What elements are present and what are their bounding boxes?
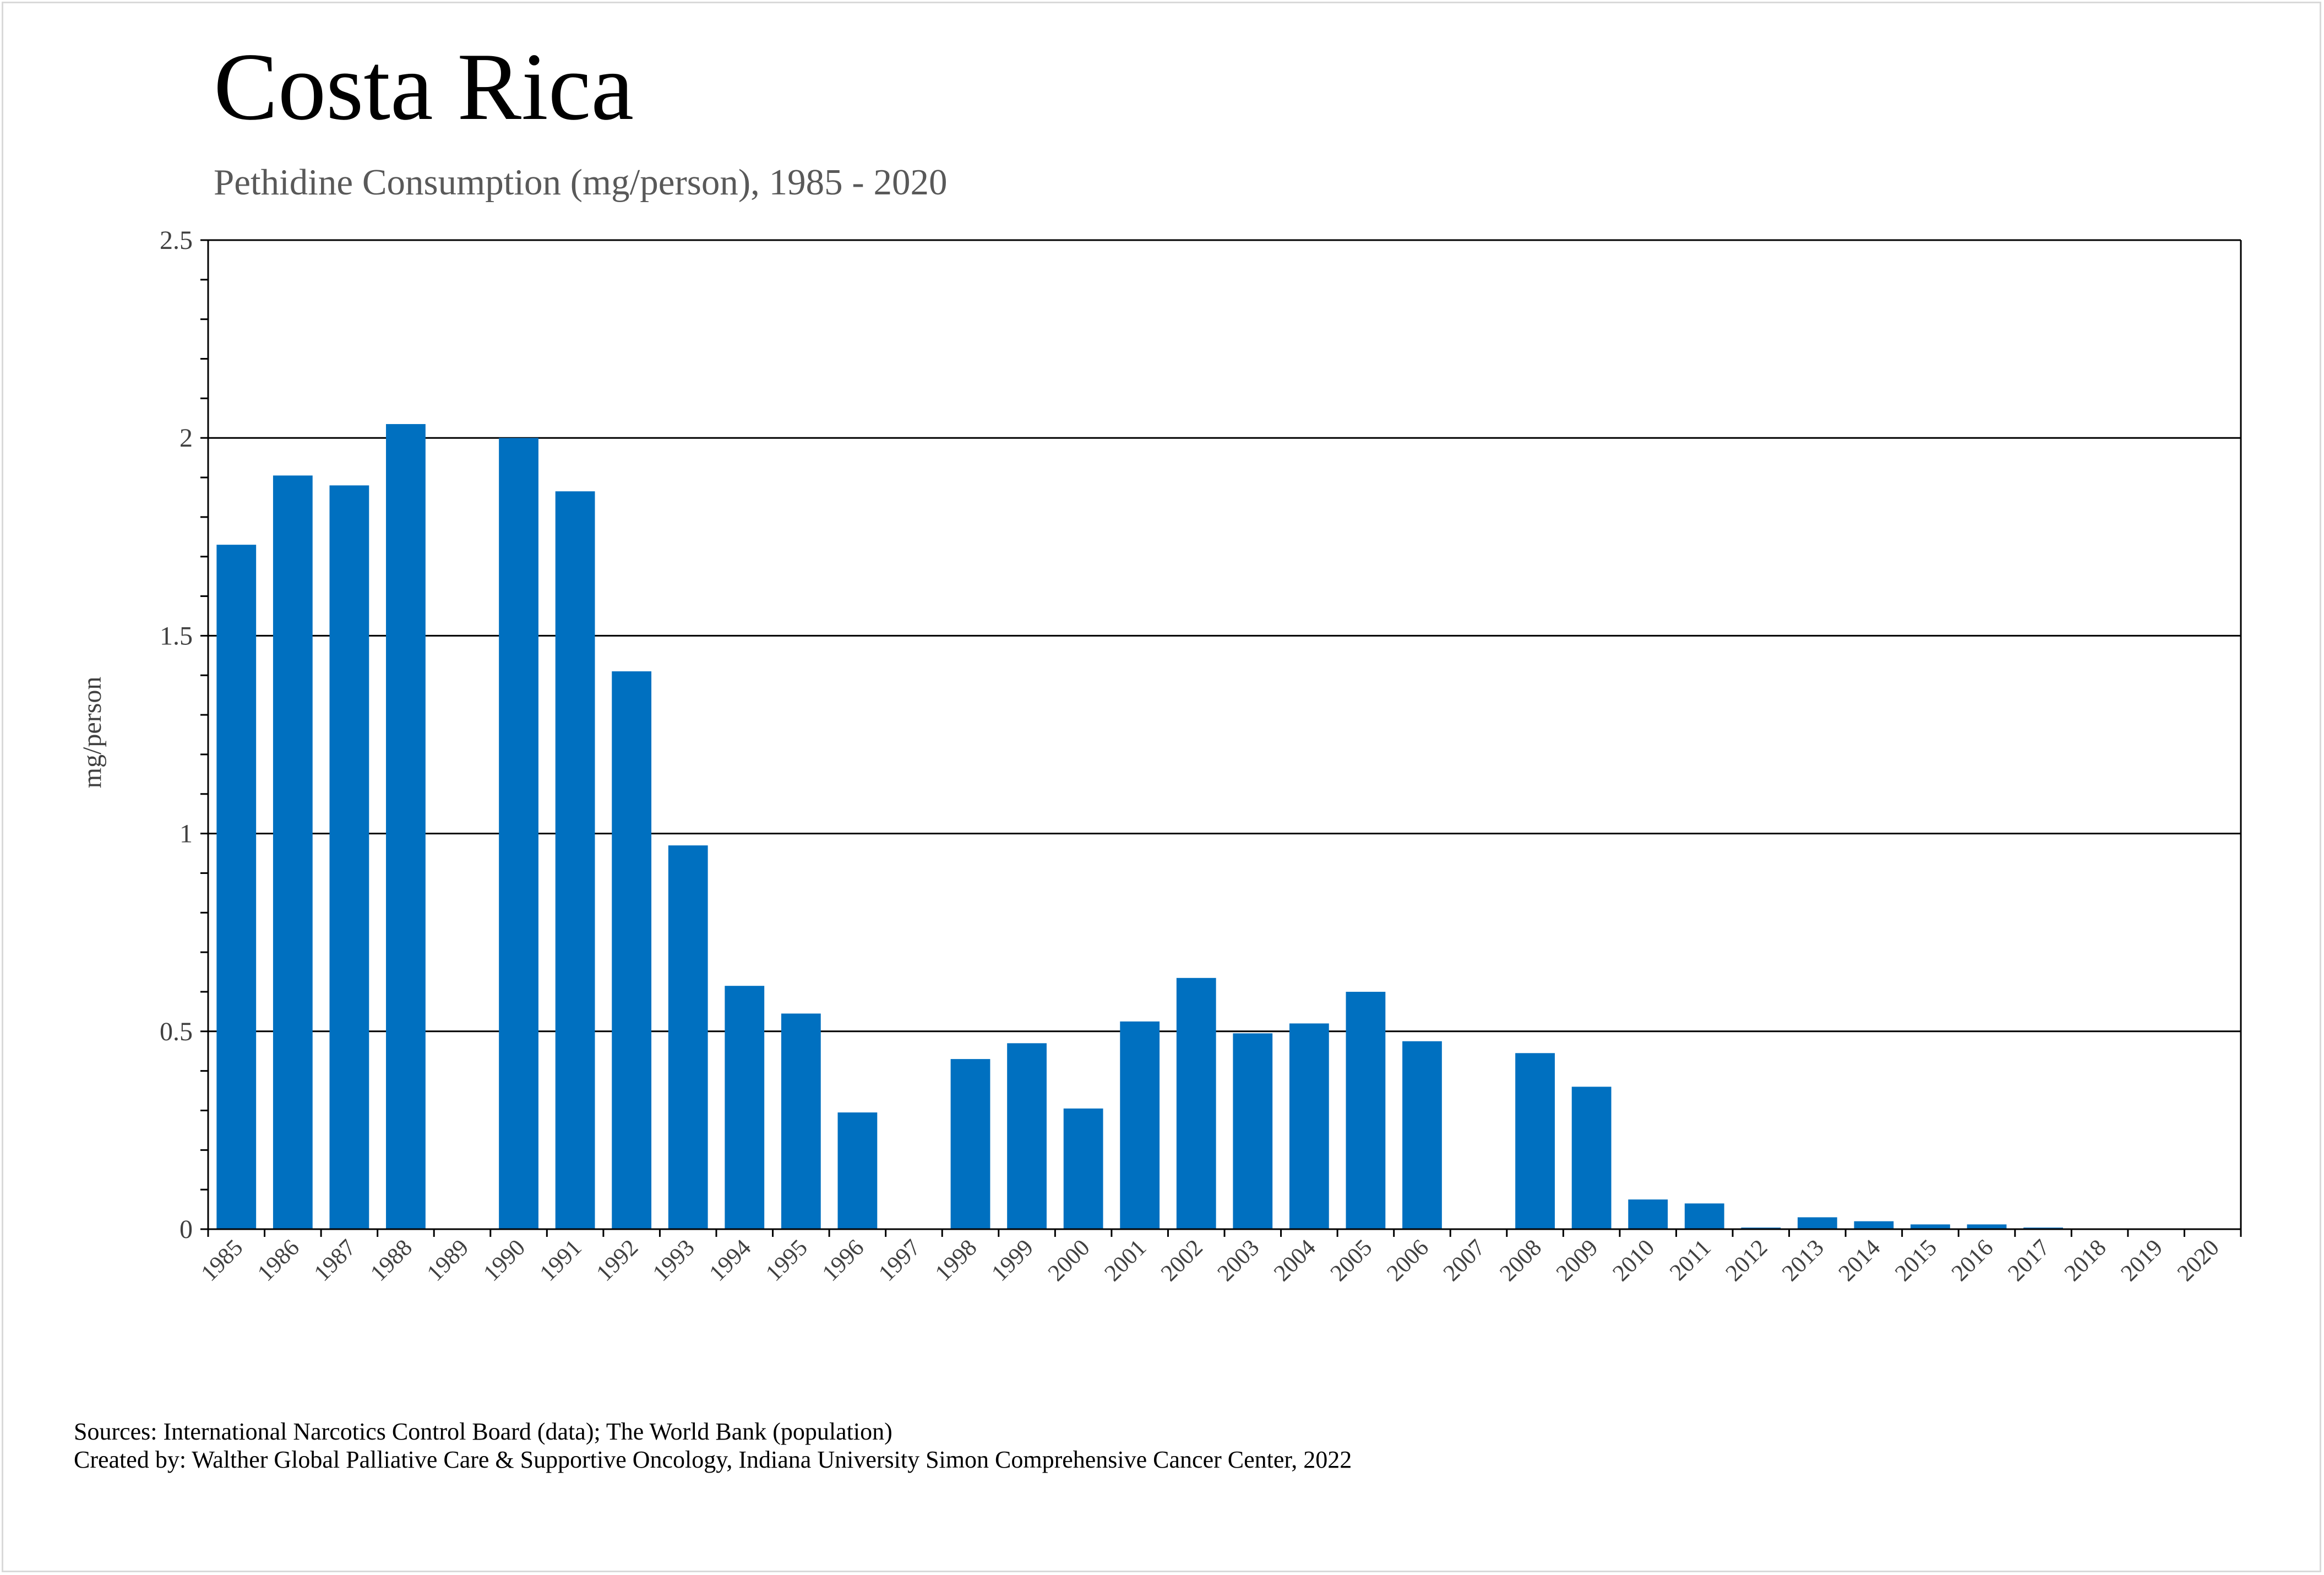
- x-tick-label: 2018: [2060, 1235, 2111, 1286]
- bar-2009: [1571, 1087, 1612, 1229]
- bar-1993: [668, 845, 708, 1229]
- bar-1985: [216, 545, 257, 1230]
- x-tick-label: 2009: [1552, 1235, 1603, 1286]
- axes: [200, 239, 2242, 1237]
- x-tick-label: 2014: [1833, 1235, 1885, 1286]
- y-tick-label: 2: [179, 423, 193, 453]
- x-tick-label: 2017: [2003, 1235, 2055, 1286]
- x-tick-label: 2002: [1156, 1235, 1208, 1286]
- x-tick-label: 1998: [930, 1235, 982, 1286]
- bars: [216, 424, 2233, 1230]
- x-tick-label: 2016: [1947, 1235, 1999, 1286]
- x-tick-label: 2004: [1269, 1235, 1321, 1286]
- bar-1986: [273, 475, 313, 1229]
- bar-2014: [1854, 1221, 1894, 1229]
- y-axis-title: mg/person: [78, 677, 107, 789]
- x-tick-label: 2010: [1608, 1235, 1659, 1286]
- bar-2015: [1911, 1224, 1950, 1229]
- bar-2011: [1684, 1203, 1724, 1229]
- x-tick-label: 2008: [1495, 1235, 1547, 1286]
- bar-2016: [1967, 1224, 2007, 1229]
- y-tick-label: 0.5: [160, 1017, 193, 1046]
- x-tick-label: 2015: [1890, 1235, 1942, 1286]
- y-tick-labels: 0 0.5 1 1.5 2 2.5: [160, 226, 193, 1244]
- bar-1994: [725, 986, 765, 1229]
- bar-2000: [1063, 1108, 1103, 1229]
- x-tick-label: 1994: [704, 1235, 756, 1286]
- bar-1990: [499, 438, 538, 1230]
- x-tick-label: 1985: [196, 1235, 248, 1286]
- bar-2010: [1628, 1199, 1668, 1229]
- x-tick-label: 2001: [1100, 1235, 1151, 1286]
- bar-2004: [1289, 1023, 1329, 1229]
- x-tick-label: 2011: [1665, 1235, 1716, 1286]
- bar-2006: [1402, 1041, 1442, 1229]
- x-tick-labels: 1985 1986 1987 1988 1989 1990 1991 1992 1993 1994…: [196, 1235, 2224, 1286]
- x-tick-label: 2003: [1212, 1235, 1264, 1286]
- bar-2003: [1233, 1033, 1273, 1229]
- x-tick-label: 2019: [2116, 1235, 2168, 1286]
- bar-1995: [781, 1013, 821, 1229]
- chart-subtitle: Pethidine Consumption (mg/person), 1985 …: [214, 162, 948, 203]
- bar-1987: [329, 485, 369, 1230]
- bar-1992: [612, 671, 652, 1229]
- y-tick-label: 1.5: [160, 621, 193, 650]
- x-tick-label: 1986: [253, 1235, 304, 1286]
- x-tick-label: 1996: [817, 1235, 869, 1286]
- x-tick-label: 1993: [648, 1235, 700, 1286]
- y-tick-label: 0: [179, 1215, 193, 1244]
- x-tick-label: 2006: [1382, 1235, 1434, 1286]
- x-tick-label: 1999: [987, 1235, 1038, 1286]
- x-tick-label: 1995: [761, 1235, 813, 1286]
- x-tick-label: 1991: [535, 1235, 587, 1286]
- y-tick-label: 2.5: [160, 226, 193, 255]
- bar-2013: [1797, 1217, 1837, 1229]
- bar-1998: [950, 1059, 990, 1229]
- sources-note: Sources: International Narcotics Control…: [74, 1418, 892, 1445]
- x-tick-label: 2020: [2173, 1235, 2224, 1286]
- x-tick-label: 2005: [1325, 1235, 1377, 1286]
- bar-1991: [555, 491, 595, 1229]
- y-tick-label: 1: [179, 819, 193, 849]
- bar-1988: [386, 424, 426, 1229]
- chart-title: Costa Rica: [214, 33, 634, 140]
- x-tick-label: 1997: [874, 1235, 926, 1286]
- x-tick-label: 2000: [1043, 1235, 1095, 1286]
- x-tick-label: 1992: [591, 1235, 643, 1286]
- x-tick-label: 1987: [309, 1235, 361, 1286]
- bar-2005: [1346, 991, 1386, 1229]
- bar-2002: [1176, 977, 1216, 1229]
- bar-2001: [1120, 1021, 1160, 1229]
- bar-1996: [837, 1112, 878, 1229]
- bar-1999: [1007, 1043, 1047, 1229]
- x-tick-label: 2007: [1439, 1235, 1490, 1286]
- x-tick-label: 2013: [1777, 1235, 1829, 1286]
- credits-note: Created by: Walther Global Palliative Ca…: [74, 1446, 1352, 1473]
- x-tick-label: 1990: [478, 1235, 530, 1286]
- bar-2008: [1515, 1053, 1555, 1229]
- x-tick-label: 1989: [422, 1235, 474, 1286]
- x-tick-label: 2012: [1721, 1235, 1772, 1286]
- x-tick-label: 1988: [366, 1235, 417, 1286]
